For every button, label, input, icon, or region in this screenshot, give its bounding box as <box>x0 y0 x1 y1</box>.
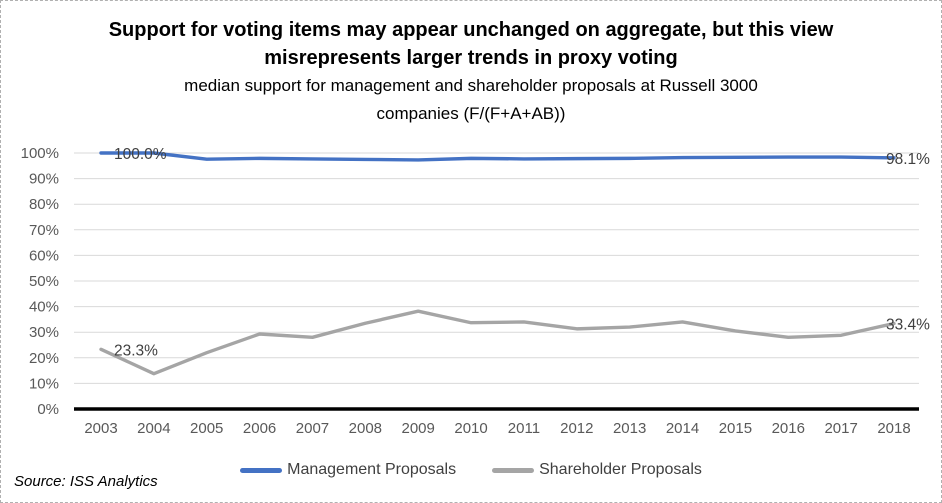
y-tick-label: 0% <box>37 401 59 418</box>
chart-subtitle-line-1: median support for management and shareh… <box>184 76 758 95</box>
y-tick-label: 50% <box>29 273 59 290</box>
y-tick-label: 80% <box>29 196 59 213</box>
y-tick-label: 90% <box>29 171 59 188</box>
series-line-shareholder-proposals <box>99 309 896 376</box>
legend-label-shareholder: Shareholder Proposals <box>539 461 702 478</box>
series-line-management-proposals <box>99 151 896 162</box>
x-tick-label: 2014 <box>666 420 699 437</box>
x-tick-label: 2003 <box>84 420 117 437</box>
x-tick-label: 2006 <box>243 420 276 437</box>
y-tick-label: 60% <box>29 247 59 264</box>
legend-item-management-proposals: Management Proposals <box>240 461 456 479</box>
data-label: 100.0% <box>114 146 167 163</box>
chart-title-line-2: misrepresents larger trends in proxy vot… <box>264 47 678 69</box>
x-tick-label: 2016 <box>772 420 805 437</box>
y-tick-label: 20% <box>29 350 59 367</box>
legend-item-shareholder-proposals: Shareholder Proposals <box>492 461 702 479</box>
y-tick-label: 10% <box>29 375 59 392</box>
x-tick-label: 2007 <box>296 420 329 437</box>
legend-swatch-shareholder-icon <box>492 467 535 473</box>
x-tick-label: 2009 <box>402 420 435 437</box>
x-tick-label: 2004 <box>137 420 170 437</box>
chart-subtitle-line-2: companies (F/(F+A+AB)) <box>376 104 566 123</box>
chart-legend: Management Proposals Shareholder Proposa… <box>1 461 941 479</box>
chart-title-line-1: Support for voting items may appear unch… <box>108 19 834 41</box>
x-tick-label: 2015 <box>719 420 752 437</box>
y-tick-label: 40% <box>29 299 59 316</box>
data-label: 23.3% <box>114 342 158 359</box>
x-tick-label: 2008 <box>349 420 382 437</box>
x-tick-label: 2010 <box>454 420 487 437</box>
y-tick-label: 70% <box>29 222 59 239</box>
source-attribution: Source: ISS Analytics <box>14 473 158 490</box>
legend-label-management: Management Proposals <box>287 461 457 478</box>
x-tick-label: 2011 <box>508 420 540 437</box>
data-label: 33.4% <box>886 316 930 333</box>
x-tick-label: 2005 <box>190 420 223 437</box>
x-tick-label: 2013 <box>613 420 646 437</box>
x-tick-label: 2012 <box>560 420 593 437</box>
legend-swatch-management-icon <box>240 467 283 473</box>
x-tick-label: 2017 <box>824 420 857 437</box>
y-tick-label: 100% <box>21 145 59 162</box>
chart-titles: Support for voting items may appear unch… <box>1 16 941 128</box>
x-tick-label: 2018 <box>877 420 910 437</box>
y-tick-label: 30% <box>29 324 59 341</box>
data-label: 98.1% <box>886 151 930 168</box>
